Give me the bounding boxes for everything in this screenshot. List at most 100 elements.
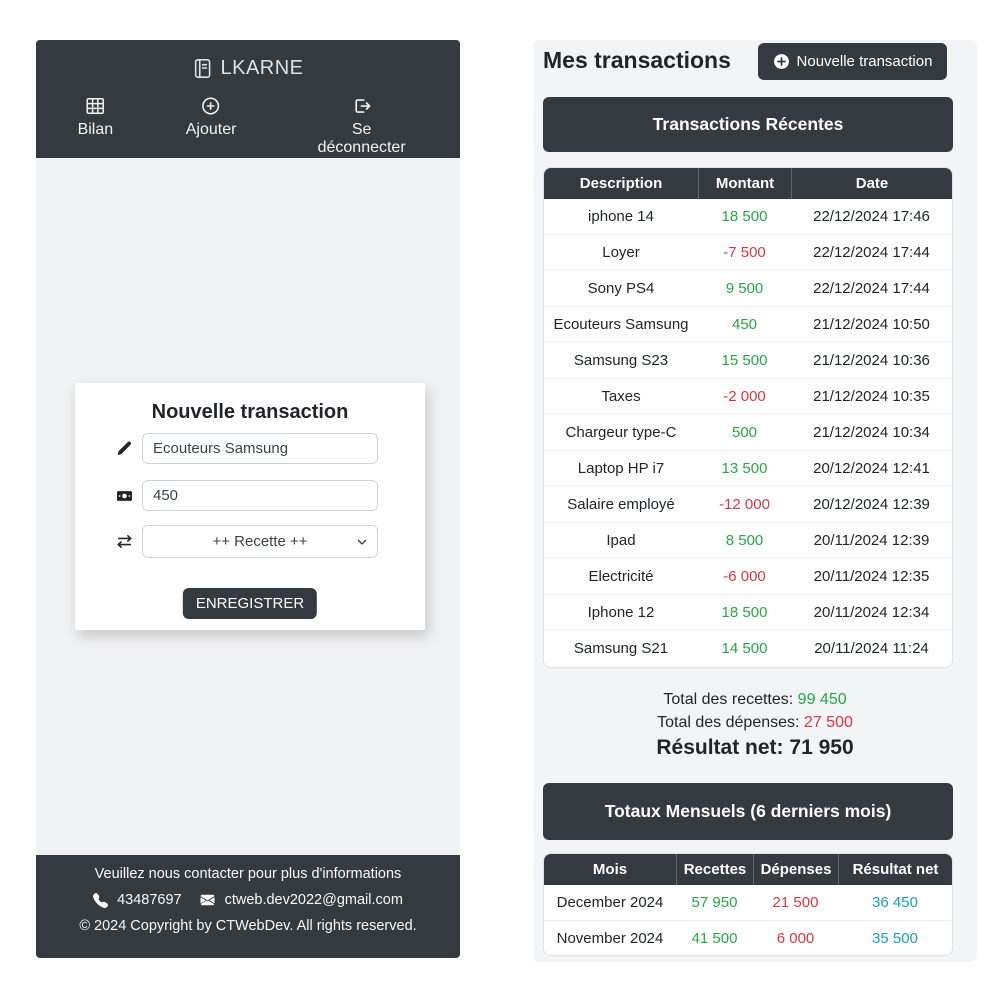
- table-row: Ipad 8 500 20/11/2024 12:39: [544, 523, 952, 559]
- swap-icon: [115, 533, 139, 550]
- table-cell: Samsung S21: [573, 640, 669, 657]
- table-cell: 14 500: [721, 640, 768, 657]
- amount-input[interactable]: [142, 480, 378, 511]
- sidebar-item-label: Ajouter: [185, 121, 237, 138]
- table-cell: 21 500: [772, 894, 819, 911]
- table-row: Chargeur type-C 500 21/12/2024 10:34: [544, 415, 952, 451]
- table-cell: -6 000: [723, 568, 766, 585]
- totals-net-value: 71 950: [789, 736, 854, 759]
- chevron-down-icon: [356, 536, 368, 548]
- table-cell: December 2024: [556, 894, 664, 911]
- table-header-row: Description Montant Date: [544, 168, 952, 199]
- table-cell: Ecouteurs Samsung: [553, 316, 689, 333]
- table-row: Samsung S23 15 500 21/12/2024 10:36: [544, 343, 952, 379]
- table-cell: 13 500: [721, 460, 768, 477]
- totals-recettes-value: 99 450: [797, 691, 847, 708]
- monthly-table: Mois Recettes Dépenses Résultat net Dece…: [543, 853, 953, 956]
- table-row: iphone 14 18 500 22/12/2024 17:46: [544, 199, 952, 235]
- totals-depenses: Total des dépenses: 27 500: [533, 711, 977, 734]
- table-cell: 500: [731, 424, 758, 441]
- table-cell: 20/11/2024 12:34: [813, 604, 930, 621]
- totals-recettes: Total des recettes: 99 450: [533, 688, 977, 711]
- table-cell: Salaire employé: [567, 496, 675, 513]
- sidebar-item-label: Bilan: [77, 121, 114, 138]
- transactions-tbody: iphone 14 18 500 22/12/2024 17:46 Loyer -7 5…: [544, 199, 952, 666]
- type-select[interactable]: ++ Recette ++: [142, 525, 378, 558]
- table-cell: -12 000: [719, 496, 770, 513]
- table-row: Loyer -7 500 22/12/2024 17:44: [544, 235, 952, 271]
- sidebar-item-ajouter[interactable]: Ajouter: [185, 96, 237, 139]
- table-cell: -2 000: [723, 388, 766, 405]
- table-cell: 21/12/2024 10:50: [813, 316, 930, 333]
- col-montant: Montant: [698, 168, 791, 199]
- table-cell: 22/12/2024 17:44: [813, 244, 930, 261]
- plus-circle-icon: [186, 96, 237, 116]
- sidebar-item-logout[interactable]: Se déconnecter: [312, 96, 410, 157]
- col-date: Date: [791, 168, 952, 199]
- table-cell: Taxes: [601, 388, 641, 405]
- type-select-value: ++ Recette ++: [212, 533, 308, 550]
- totals-net: Résultat net: 71 950: [533, 736, 977, 759]
- app-footer: Veuillez nous contacter pour plus d'info…: [36, 855, 460, 958]
- description-row: [115, 433, 378, 464]
- table-cell: 22/12/2024 17:44: [813, 280, 930, 297]
- table-cell: Sony PS4: [587, 280, 655, 297]
- totals-block: Total des recettes: 99 450 Total des dép…: [533, 688, 977, 759]
- page-body: Nouvelle transaction: [36, 158, 460, 855]
- recent-transactions-header: Transactions Récentes: [543, 97, 953, 152]
- table-cell: 21/12/2024 10:36: [813, 352, 930, 369]
- col-recettes: Recettes: [676, 854, 753, 885]
- new-transaction-label: Nouvelle transaction: [796, 53, 933, 70]
- table-cell: 20/11/2024 12:35: [813, 568, 930, 585]
- table-row: Ecouteurs Samsung 450 21/12/2024 10:50: [544, 307, 952, 343]
- table-row: Laptop HP i7 13 500 20/12/2024 12:41: [544, 451, 952, 487]
- table-cell: 450: [731, 316, 758, 333]
- transactions-table: Description Montant Date iphone 14 18 500…: [543, 167, 953, 668]
- footer-contact-text: Veuillez nous contacter pour plus d'info…: [94, 866, 402, 882]
- totals-depenses-label: Total des dépenses:: [657, 714, 800, 731]
- table-cell: 18 500: [721, 604, 768, 621]
- envelope-icon: [199, 893, 216, 907]
- page-title: Mes transactions: [543, 47, 731, 73]
- table-cell: 20/12/2024 12:39: [813, 496, 930, 513]
- cash-icon: [115, 488, 139, 504]
- transactions-page: Mes transactions Nouvelle transaction Tr…: [533, 40, 977, 962]
- totals-recettes-label: Total des recettes:: [663, 691, 794, 708]
- table-cell: 6 000: [776, 930, 815, 947]
- add-transaction-page: LKARNE Bilan Ajouter: [36, 40, 460, 958]
- save-button[interactable]: ENREGISTRER: [182, 588, 318, 619]
- col-description: Description: [579, 175, 663, 192]
- table-icon: [78, 96, 114, 116]
- col-resultat-net: Résultat net: [838, 854, 952, 885]
- footer-copyright: © 2024 Copyright by CTWebDev. All rights…: [79, 918, 417, 934]
- description-input[interactable]: [142, 433, 378, 464]
- table-cell: Samsung S23: [573, 352, 669, 369]
- table-cell: 41 500: [691, 930, 738, 947]
- table-row: Samsung S21 14 500 20/11/2024 11:24: [544, 631, 952, 666]
- table-cell: 20/12/2024 12:41: [813, 460, 930, 477]
- logout-icon: [312, 96, 410, 116]
- table-cell: 8 500: [725, 532, 764, 549]
- table-row: Iphone 12 18 500 20/11/2024 12:34: [544, 595, 952, 631]
- plus-circle-icon: [773, 53, 790, 70]
- table-row: Sony PS4 9 500 22/12/2024 17:44: [544, 271, 952, 307]
- monthly-header-row: Mois Recettes Dépenses Résultat net: [544, 854, 952, 885]
- table-cell: 20/11/2024 12:39: [813, 532, 930, 549]
- table-cell: November 2024: [556, 930, 664, 947]
- journal-icon: [192, 58, 213, 79]
- table-cell: 21/12/2024 10:34: [813, 424, 930, 441]
- monthly-totals-header: Totaux Mensuels (6 derniers mois): [543, 783, 953, 840]
- footer-contact-line: 43487697 ctweb.dev2022@gmail.com: [36, 890, 460, 910]
- new-transaction-button[interactable]: Nouvelle transaction: [758, 43, 947, 80]
- table-cell: 18 500: [721, 208, 768, 225]
- table-row: November 2024 41 500 6 000 35 500: [544, 921, 952, 955]
- sidebar-item-bilan[interactable]: Bilan: [77, 96, 114, 139]
- table-cell: Ipad: [606, 532, 636, 549]
- table-cell: Chargeur type-C: [565, 424, 677, 441]
- footer-phone: 43487697: [117, 892, 182, 908]
- table-row: Salaire employé -12 000 20/12/2024 12:39: [544, 487, 952, 523]
- footer-email: ctweb.dev2022@gmail.com: [224, 892, 403, 908]
- totals-net-label: Résultat net:: [656, 736, 784, 759]
- app-header: LKARNE Bilan Ajouter: [36, 40, 460, 158]
